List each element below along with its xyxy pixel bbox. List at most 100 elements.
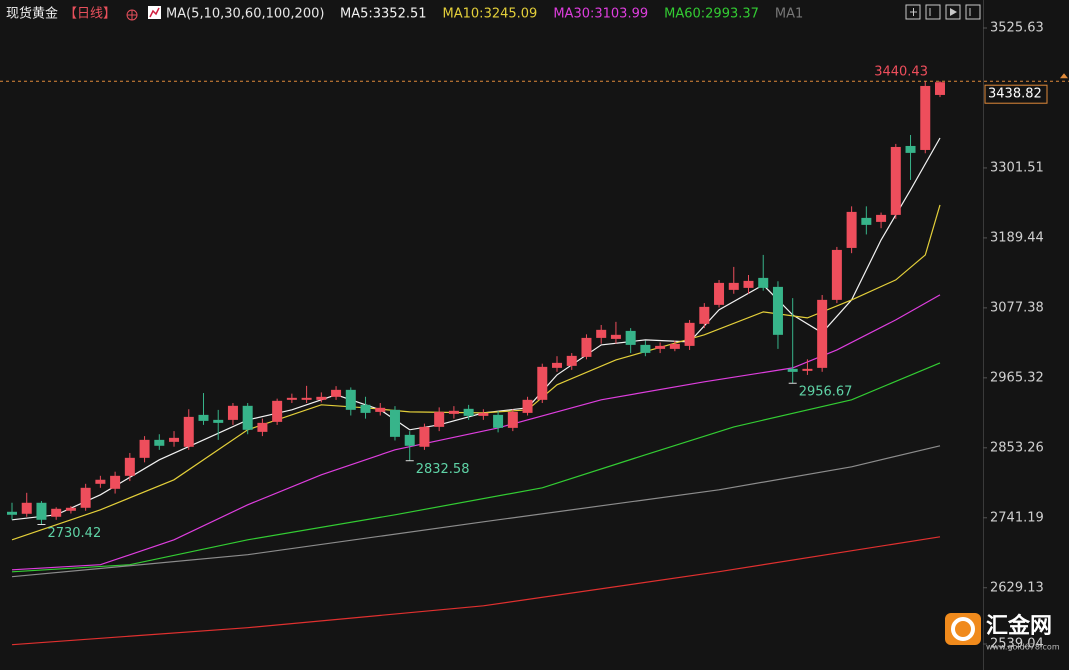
candle-body	[139, 439, 150, 458]
candle-body	[714, 282, 725, 305]
candle-body	[831, 249, 842, 300]
candle-body	[242, 405, 253, 430]
candle-body	[846, 211, 857, 248]
candle-body	[699, 306, 710, 324]
candle-body	[625, 330, 636, 345]
toolbar-button[interactable]	[925, 4, 941, 20]
candle-body	[198, 414, 209, 421]
candle-body	[316, 396, 327, 400]
candle-body	[552, 362, 563, 368]
ma-line	[11, 445, 941, 578]
candle-body	[110, 475, 121, 489]
candle-body	[51, 508, 62, 517]
y-tick-label: 3077.38	[990, 300, 1044, 315]
candle-body	[684, 322, 695, 346]
candle-body	[404, 434, 415, 446]
candle-body	[124, 457, 135, 476]
y-tick-label: 2853.26	[990, 440, 1044, 455]
candle-body	[360, 404, 371, 413]
candle-body	[920, 85, 931, 150]
candle-body	[537, 366, 548, 400]
toolbar-button[interactable]	[905, 4, 921, 20]
candle-body	[272, 400, 283, 422]
y-tick-label: 3189.44	[990, 230, 1044, 245]
candle-body	[876, 214, 887, 222]
candle-body	[448, 410, 459, 414]
candle-body	[507, 411, 518, 428]
candle-body	[728, 282, 739, 290]
candle-body	[522, 399, 533, 413]
candle-body	[610, 334, 621, 339]
plot-area: 2730.42 2832.58 2956.67 3440.43	[0, 65, 1069, 646]
candle-body	[669, 343, 680, 349]
candle-body	[640, 344, 651, 353]
candle-body	[169, 437, 180, 442]
toolbar-button[interactable]	[945, 4, 961, 20]
candle-body	[301, 397, 312, 400]
candle-body	[434, 411, 445, 427]
candle-body	[286, 397, 297, 400]
watermark: 汇金网 www.gold678.com	[945, 613, 1060, 652]
legend-entry: MA1	[775, 7, 803, 22]
candle-body	[478, 412, 489, 416]
last-price-label: 3438.82	[988, 87, 1042, 102]
instrument-title: 现货黄金	[6, 6, 58, 22]
watermark-name: 汇金网	[986, 613, 1052, 639]
toolbar-glyph	[950, 8, 957, 16]
y-tick-label: 2539.04	[990, 637, 1044, 652]
high-arrow	[1060, 73, 1068, 79]
y-tick-label: 2965.32	[990, 370, 1044, 385]
ma-header: MA(5,10,30,60,100,200)	[166, 7, 324, 22]
high-label: 3440.43	[874, 65, 928, 80]
legend: MA5:3352.51 MA10:3245.09 MA30:3103.99 MA60:…	[340, 7, 803, 22]
candle-body	[493, 414, 504, 428]
watermark-site: www.gold678.com	[986, 643, 1060, 652]
ma-line	[11, 362, 941, 573]
candle-body	[787, 368, 798, 372]
candle-body	[817, 299, 828, 368]
candle-body	[861, 217, 872, 225]
y-tick-label: 3301.51	[990, 160, 1044, 175]
candle-body	[36, 502, 47, 520]
candle-body	[655, 345, 666, 349]
low-label: 2730.42	[47, 526, 101, 541]
candle-body	[95, 479, 106, 484]
price-axis: 3525.63 3301.51 3189.44 3077.38 2965.32 2853.…	[983, 21, 1048, 652]
candle-body	[905, 145, 916, 153]
last-price-box	[984, 84, 1048, 104]
candle-body	[21, 502, 32, 514]
candle-body	[7, 511, 17, 515]
candle-body	[257, 422, 268, 432]
candle-body	[375, 407, 386, 412]
indicator-icon-line	[149, 7, 160, 18]
low-label: 2956.67	[799, 385, 853, 400]
candle-body	[389, 409, 400, 437]
low-label: 2832.58	[416, 462, 470, 477]
candle-body	[183, 416, 194, 447]
candle-body	[331, 389, 342, 397]
candle-body	[581, 337, 592, 357]
candle-body	[65, 507, 76, 511]
candle-body	[227, 405, 238, 420]
candle-body	[463, 408, 474, 416]
ma-line	[11, 536, 941, 646]
watermark-logo-ring	[951, 617, 975, 641]
y-tick-label: 2741.19	[990, 510, 1044, 525]
toolbar-button[interactable]	[965, 4, 981, 20]
candle-body	[802, 368, 813, 371]
period: 【日线】	[64, 7, 116, 22]
y-tick-label: 3525.63	[990, 21, 1044, 36]
candle-body	[934, 82, 945, 95]
header: 现货黄金 【日线】 MA(5,10,30,60,100,200) MA5:335…	[6, 6, 803, 22]
legend-entry: MA60:2993.37	[664, 7, 759, 22]
legend-entry: MA5:3352.51	[340, 7, 427, 22]
toolbar	[905, 4, 981, 20]
legend-entry: MA30:3103.99	[553, 7, 648, 22]
candle-body	[890, 146, 901, 215]
candle-body	[154, 439, 165, 446]
candle-body	[419, 426, 430, 447]
y-tick-label: 2629.13	[990, 580, 1044, 595]
